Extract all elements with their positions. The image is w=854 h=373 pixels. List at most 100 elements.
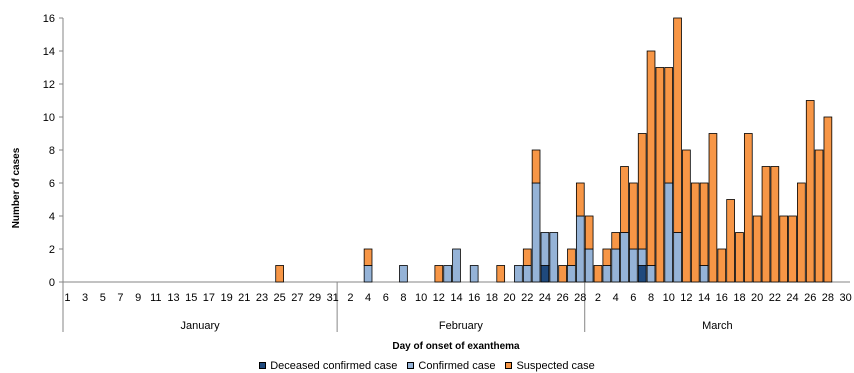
x-tick-label: 22 [769,292,781,304]
legend-label-deceased: Deceased confirmed case [270,359,398,372]
x-tick-label: 29 [309,292,321,304]
bar-segment-confirmed [363,265,373,283]
x-tick-label: 30 [839,292,851,304]
x-tick-label: 15 [185,292,197,304]
x-tick-label: 20 [503,292,515,304]
x-tick-label: 2 [595,292,601,304]
bar-segment-confirmed [646,265,656,283]
bar-segment-suspected [708,133,718,283]
x-tick-label: 22 [521,292,533,304]
bar-segment-confirmed [567,265,576,283]
bar-segment-suspected [655,67,665,283]
y-tick-label: 14 [43,46,55,58]
x-tick-label: 31 [327,292,339,304]
bar-segment-suspected [690,182,700,283]
bar-segment-confirmed [602,265,612,283]
legend: Deceased confirmed case Confirmed case S… [0,358,854,373]
x-tick-label: 12 [433,292,445,304]
month-label: February [439,320,484,332]
y-tick-label: 6 [49,178,55,190]
x-tick-label: 20 [751,292,763,304]
legend-swatch-suspected [505,362,513,369]
bar-segment-confirmed [522,265,532,283]
x-tick-label: 9 [135,292,141,304]
x-tick-label: 14 [450,292,462,304]
x-tick-label: 8 [400,292,406,304]
x-tick-label: 5 [100,292,106,304]
bar-segment-suspected [814,149,824,283]
bar-segment-suspected [575,182,585,217]
bar-segment-suspected [637,133,647,250]
bar-segment-suspected [823,116,833,283]
bar-segment-suspected [646,50,656,266]
y-tick-label: 8 [49,145,55,157]
legend-item-deceased: Deceased confirmed case [259,360,397,372]
bars [275,17,833,283]
legend-label-suspected: Suspected case [516,359,595,372]
y-tick-label: 0 [49,277,55,289]
x-tick-label: 16 [468,292,480,304]
x-tick-label: 11 [150,292,161,304]
axes [59,17,850,332]
x-axis-label: Day of onset of exanthema [392,341,520,352]
bar-segment-suspected [761,166,771,283]
bar-segment-suspected [752,215,762,283]
x-tick-label: 25 [274,292,286,304]
bar-segment-confirmed [673,232,682,283]
bar-segment-suspected [363,248,373,266]
bar-segment-suspected [735,232,744,283]
bar-segment-suspected [788,215,797,283]
bar-segment-suspected [275,265,284,283]
x-tick-label: 6 [383,292,389,304]
x-tick-label: 10 [663,292,675,304]
x-tick-label: 8 [648,292,654,304]
bar-segment-suspected [593,265,603,283]
bar-segment-suspected [531,149,541,184]
bar-segment-confirmed [452,248,461,283]
bar-segment-suspected [726,199,735,283]
y-tick-label: 4 [49,211,55,223]
x-tick-label: 13 [167,292,179,304]
bar-segment-deceased [637,265,647,283]
bar-segment-confirmed [443,265,452,283]
y-tick-label: 12 [43,79,55,91]
x-tick-label: 16 [716,292,728,304]
bar-segment-confirmed [637,248,647,266]
bar-segment-suspected [805,100,815,283]
month-label: January [180,320,220,332]
bar-segment-confirmed [584,248,594,283]
bar-segment-suspected [602,248,612,266]
bar-segment-confirmed [620,232,629,283]
x-tick-label: 26 [556,292,568,304]
x-tick-label: 28 [574,292,586,304]
bar-segment-suspected [779,215,789,283]
x-tick-label: 28 [822,292,834,304]
bar-segment-suspected [770,166,780,283]
bar-segment-suspected [558,265,567,283]
legend-item-confirmed: Confirmed case [407,360,495,372]
month-label: March [702,320,733,332]
bar-segment-suspected [673,17,682,233]
legend-swatch-confirmed [407,362,415,369]
y-axis-label: Number of cases [11,147,22,228]
x-tick-label: 24 [786,292,798,304]
x-tick-label: 17 [203,292,215,304]
x-tick-label: 21 [238,292,250,304]
bar-segment-suspected [584,215,594,250]
x-tick-label: 18 [486,292,498,304]
x-tick-label: 7 [117,292,123,304]
bar-segment-suspected [664,67,674,184]
x-tick-label: 4 [613,292,619,304]
x-tick-label: 1 [64,292,70,304]
legend-swatch-deceased [259,362,267,369]
x-tick-label: 3 [82,292,88,304]
x-tick-label: 27 [291,292,303,304]
bar-segment-suspected [682,149,691,283]
y-tick-label: 10 [43,112,55,124]
y-tick-label: 16 [43,13,55,25]
bar-segment-confirmed [575,215,585,283]
x-tick-label: 18 [733,292,745,304]
bar-segment-suspected [629,182,638,250]
